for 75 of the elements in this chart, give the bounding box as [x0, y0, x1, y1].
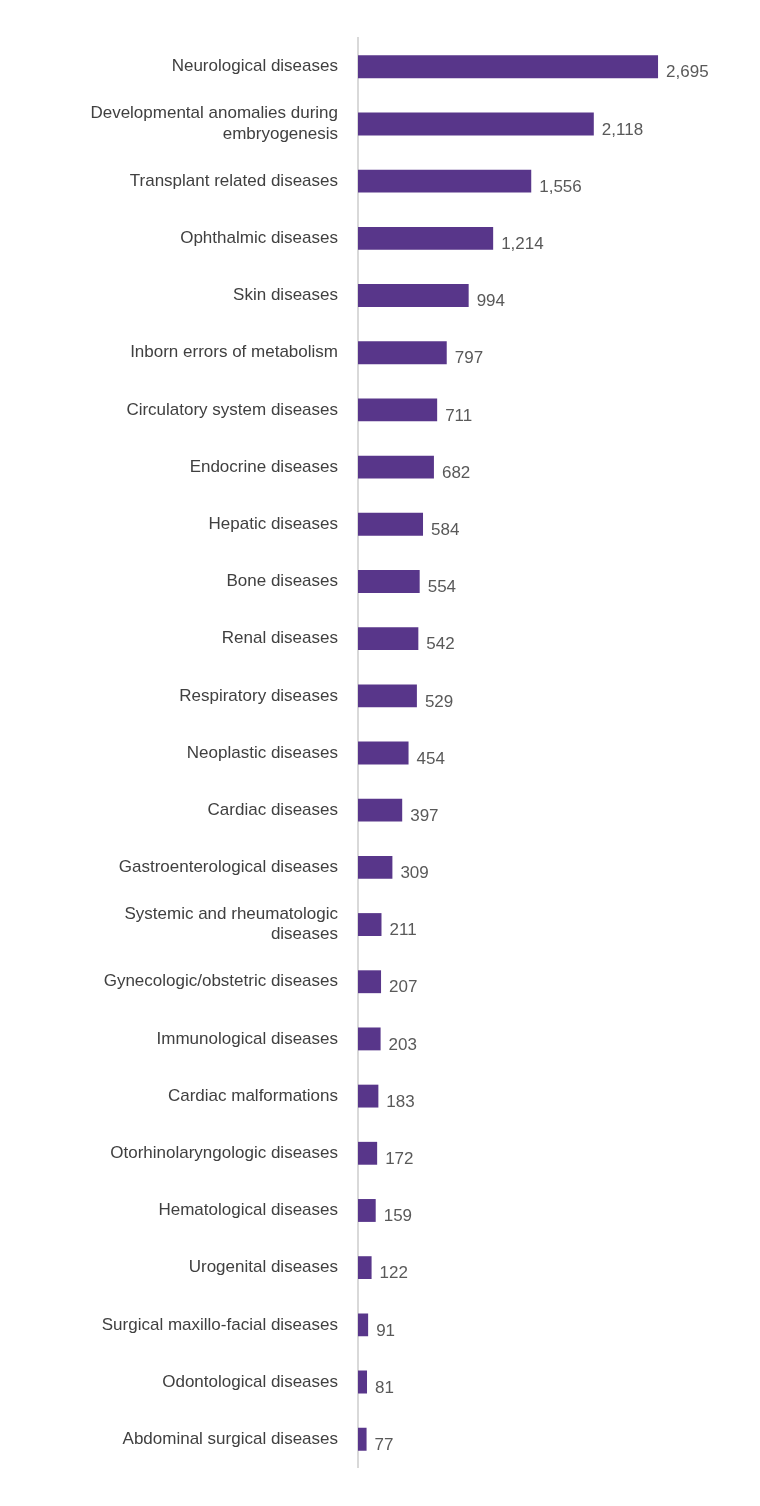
data-label: 2,118	[601, 119, 644, 139]
data-label: 122	[379, 1263, 408, 1283]
y-tick-label: Respiratory diseases	[179, 685, 338, 705]
data-label: 397	[410, 805, 439, 825]
data-label: 797	[454, 348, 484, 368]
bar	[358, 1256, 372, 1280]
data-label: 203	[388, 1034, 417, 1054]
data-label: 1,556	[539, 176, 582, 196]
data-label: 454	[416, 748, 445, 768]
y-tick-label: Circulatory system diseases	[126, 399, 338, 419]
data-label: 554	[427, 577, 457, 597]
y-tick-label: Endocrine diseases	[189, 456, 338, 476]
y-tick-label: Gynecologic/obstetric diseases	[103, 971, 338, 991]
y-tick-label: Bone diseases	[226, 571, 338, 591]
bar	[358, 1313, 369, 1337]
y-tick-label: Neurological diseases	[171, 56, 338, 76]
bar	[358, 798, 403, 822]
y-tick-label: Systemic and rheumatologic diseases	[124, 904, 339, 944]
bar	[358, 112, 594, 136]
data-label: 309	[400, 863, 429, 883]
y-tick-label: Developmental anomalies during embryogenesis	[90, 103, 338, 143]
bar	[358, 913, 382, 936]
y-tick-label: Abdominal surgical diseases	[122, 1428, 338, 1448]
y-tick-label: Ophthalmic diseases	[180, 228, 338, 248]
bar	[358, 684, 417, 708]
y-tick-label: Surgical maxillo-facial diseases	[101, 1314, 338, 1334]
bar	[358, 398, 438, 422]
bar	[358, 226, 494, 250]
bar	[358, 570, 420, 593]
y-tick-label: Skin diseases	[233, 285, 338, 305]
bar	[358, 1370, 368, 1394]
bar	[358, 627, 419, 651]
data-label: 91	[376, 1320, 396, 1340]
data-label: 711	[445, 405, 473, 425]
bar	[358, 1027, 381, 1051]
data-label: 529	[424, 691, 454, 711]
y-tick-label: Hepatic diseases	[208, 513, 338, 533]
bar	[358, 1427, 367, 1451]
y-tick-label: Cardiac malformations	[167, 1085, 338, 1105]
y-tick-label: Gastroenterological diseases	[118, 857, 338, 877]
data-label: 211	[389, 920, 417, 940]
y-tick-label: Renal diseases	[221, 628, 338, 648]
data-label: 81	[375, 1377, 394, 1397]
bar	[358, 970, 382, 994]
data-label: 183	[386, 1091, 415, 1111]
y-tick-label: Immunological diseases	[156, 1028, 338, 1048]
y-tick-label: Neoplastic diseases	[186, 742, 338, 762]
y-tick-label: Transplant related diseases	[129, 170, 338, 190]
data-label: 584	[431, 519, 460, 539]
bar	[358, 341, 447, 365]
bar	[358, 512, 424, 536]
data-label: 172	[385, 1148, 414, 1168]
data-label: 542	[426, 634, 455, 654]
data-label: 2,695	[666, 62, 709, 82]
bar	[358, 455, 434, 479]
y-tick-label: Otorhinolaryngologic diseases	[110, 1142, 338, 1162]
y-tick-label: Inborn errors of metabolism	[130, 342, 338, 362]
bar	[358, 55, 659, 79]
bar	[358, 741, 409, 765]
bar	[358, 855, 393, 879]
bar	[358, 1199, 376, 1222]
bar	[358, 1084, 379, 1108]
data-label: 994	[476, 291, 506, 311]
data-label: 159	[383, 1206, 413, 1226]
y-tick-label: Odontological diseases	[162, 1371, 338, 1391]
data-label: 207	[389, 977, 418, 997]
y-tick-label: Urogenital diseases	[188, 1257, 338, 1277]
y-tick-label: Cardiac diseases	[207, 799, 338, 819]
data-label: 1,214	[501, 234, 544, 254]
bar	[358, 284, 469, 307]
bar	[358, 169, 532, 193]
bar	[358, 1141, 378, 1165]
y-tick-label: Hematological diseases	[158, 1200, 338, 1220]
data-label: 77	[374, 1434, 394, 1454]
data-label: 682	[441, 462, 471, 482]
